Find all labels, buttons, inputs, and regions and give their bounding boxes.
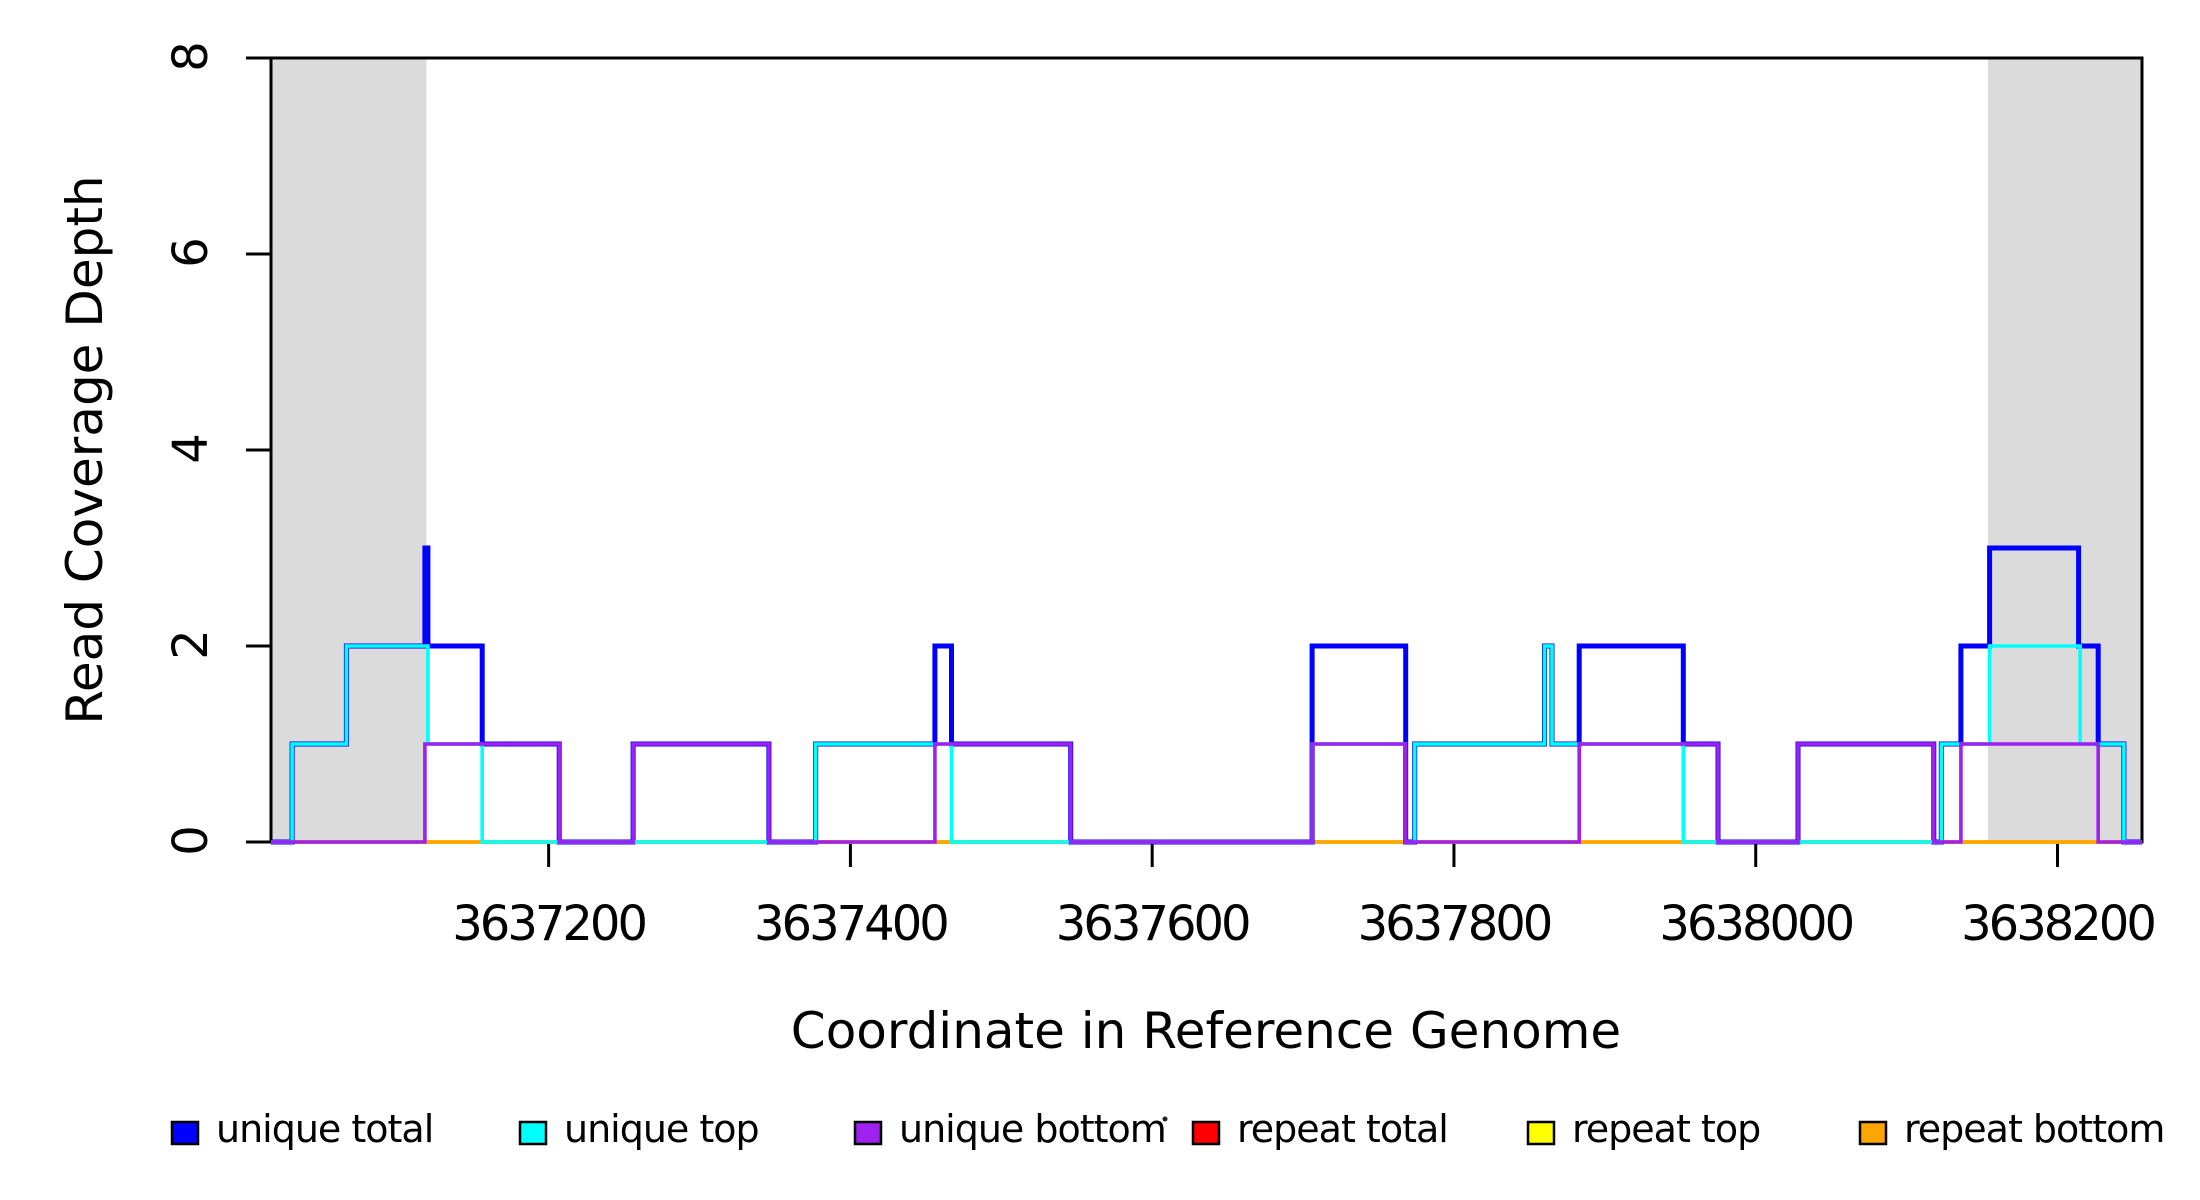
plot-border-group — [269, 56, 2144, 844]
y-axis-title: Read Coverage Depth — [56, 175, 114, 724]
legend-label-repeat-total: repeat total — [1237, 1107, 1448, 1151]
legend-swatch-unique-top — [518, 1120, 548, 1146]
x-tick-label: 3637800 — [1358, 896, 1551, 952]
legend-label-repeat-top: repeat top — [1572, 1107, 1760, 1151]
legend-swatch-unique-total — [170, 1120, 200, 1146]
legend-swatch-unique-bottom — [853, 1120, 883, 1146]
legend-label-unique-top: unique top — [564, 1107, 759, 1151]
stray-dot — [1162, 1116, 1168, 1122]
legend-group: unique total unique top unique bottom repea… — [170, 1107, 2165, 1151]
x-tick-label: 3638000 — [1659, 896, 1852, 952]
x-tick-label: 3638200 — [1961, 896, 2154, 952]
x-tick-label: 3637400 — [754, 896, 947, 952]
y-tick-label: 6 — [163, 240, 219, 268]
shaded-region-group — [271, 58, 2142, 842]
legend-label-unique-total: unique total — [216, 1107, 433, 1151]
y-tick-label: 0 — [163, 828, 219, 856]
x-axis-title: Coordinate in Reference Genome — [791, 1002, 1621, 1060]
shaded-band — [1988, 58, 2142, 842]
series-line-group — [271, 545, 2142, 845]
axis-tick-group: 0 2 4 6 8 3637200 3637400 3637600 3637800 3638000… — [163, 44, 2157, 952]
x-tick-label: 3637200 — [452, 896, 645, 952]
series-line-unique-bottom — [271, 742, 2142, 844]
series-line-unique-total — [271, 545, 2142, 845]
legend-swatch-repeat-bottom — [1858, 1120, 1888, 1146]
y-tick-label: 4 — [163, 436, 219, 464]
legend-swatch-repeat-top — [1526, 1120, 1556, 1146]
y-tick-label: 8 — [163, 44, 219, 72]
legend-label-repeat-bottom: repeat bottom — [1904, 1107, 2164, 1151]
legend-swatch-repeat-total — [1191, 1120, 1221, 1146]
legend-label-unique-bottom: unique bottom — [899, 1107, 1166, 1151]
x-tick-label: 3637600 — [1056, 896, 1249, 952]
y-tick-label: 2 — [163, 632, 219, 660]
plot-border — [269, 56, 2144, 844]
